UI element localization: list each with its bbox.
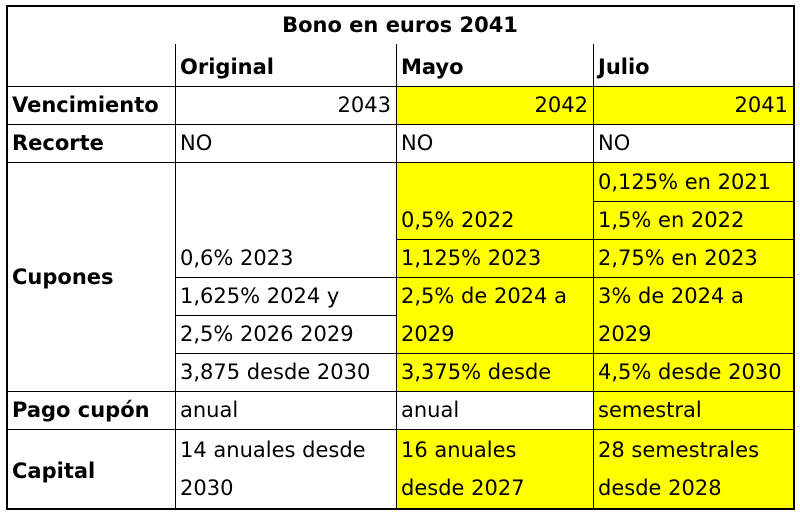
capital-julio-1: 28 semestrales — [598, 438, 760, 462]
pago-cupon-julio: semestral — [598, 398, 702, 422]
highlight-fill — [593, 429, 793, 509]
grid-line — [7, 124, 795, 125]
grid-line — [7, 86, 795, 87]
grid-line — [175, 315, 396, 316]
row-label-vencimiento: Vencimiento — [12, 93, 159, 117]
recorte-mayo: NO — [401, 131, 434, 155]
grid-line — [396, 239, 593, 240]
highlight-fill — [396, 429, 593, 509]
capital-mayo-1: 16 anuales — [401, 438, 517, 462]
pago-cupon-original: anual — [180, 398, 239, 422]
grid-line — [175, 353, 793, 354]
grid-line — [593, 239, 793, 240]
grid-line — [7, 508, 795, 510]
grid-line — [175, 277, 396, 278]
grid-line — [793, 5, 795, 510]
grid-line — [7, 5, 795, 7]
vencimiento-julio: 2041 — [734, 93, 788, 117]
column-header-mayo: Mayo — [401, 55, 464, 79]
cupon-julio-2: 1,5% en 2022 — [598, 208, 745, 232]
row-label-recorte: Recorte — [12, 131, 104, 155]
pago-cupon-mayo: anual — [401, 398, 460, 422]
cupon-mayo-1: 0,5% 2022 — [401, 208, 515, 232]
table-title: Bono en euros 2041 — [282, 13, 518, 37]
capital-mayo-2: desde 2027 — [401, 476, 525, 500]
recorte-original: NO — [180, 131, 213, 155]
grid-line — [396, 277, 793, 278]
cupon-original-3: 2,5% 2026 2029 — [180, 322, 354, 346]
highlight-fill — [593, 162, 793, 391]
cupon-mayo-5: 3,375% desde — [401, 360, 552, 384]
capital-original-2: 2030 — [180, 476, 234, 500]
row-label-capital: Capital — [12, 459, 96, 483]
column-header-original: Original — [180, 55, 274, 79]
column-header-julio: Julio — [598, 55, 650, 79]
grid-line — [7, 391, 795, 392]
cupon-julio-3: 2,75% en 2023 — [598, 246, 758, 270]
grid-line — [593, 201, 793, 202]
cupon-julio-1: 0,125% en 2021 — [598, 170, 772, 194]
grid-line — [6, 5, 8, 510]
row-label-cupones: Cupones — [12, 265, 114, 289]
cupon-original-1: 0,6% 2023 — [180, 246, 294, 270]
vencimiento-original: 2043 — [337, 93, 391, 117]
capital-julio-2: desde 2028 — [598, 476, 722, 500]
highlight-fill — [593, 86, 793, 124]
highlight-fill — [593, 391, 793, 429]
cupon-mayo-2: 1,125% 2023 — [401, 246, 542, 270]
cupon-mayo-3: 2,5% de 2024 a — [401, 284, 567, 308]
recorte-julio: NO — [598, 131, 631, 155]
cupon-original-2: 1,625% 2024 y — [180, 284, 340, 308]
grid-line — [7, 429, 795, 430]
cupon-julio-5: 2029 — [598, 322, 652, 346]
grid-line — [7, 162, 795, 163]
highlight-fill — [396, 162, 593, 391]
cupon-julio-6: 4,5% desde 2030 — [598, 360, 782, 384]
highlight-fill — [396, 86, 593, 124]
row-label-pago-cupon: Pago cupón — [12, 398, 150, 422]
cupon-julio-4: 3% de 2024 a — [598, 284, 744, 308]
cupon-mayo-4: 2029 — [401, 322, 455, 346]
cupon-original-4: 3,875 desde 2030 — [180, 360, 371, 384]
capital-original-1: 14 anuales desde — [180, 438, 366, 462]
vencimiento-mayo: 2042 — [534, 93, 588, 117]
